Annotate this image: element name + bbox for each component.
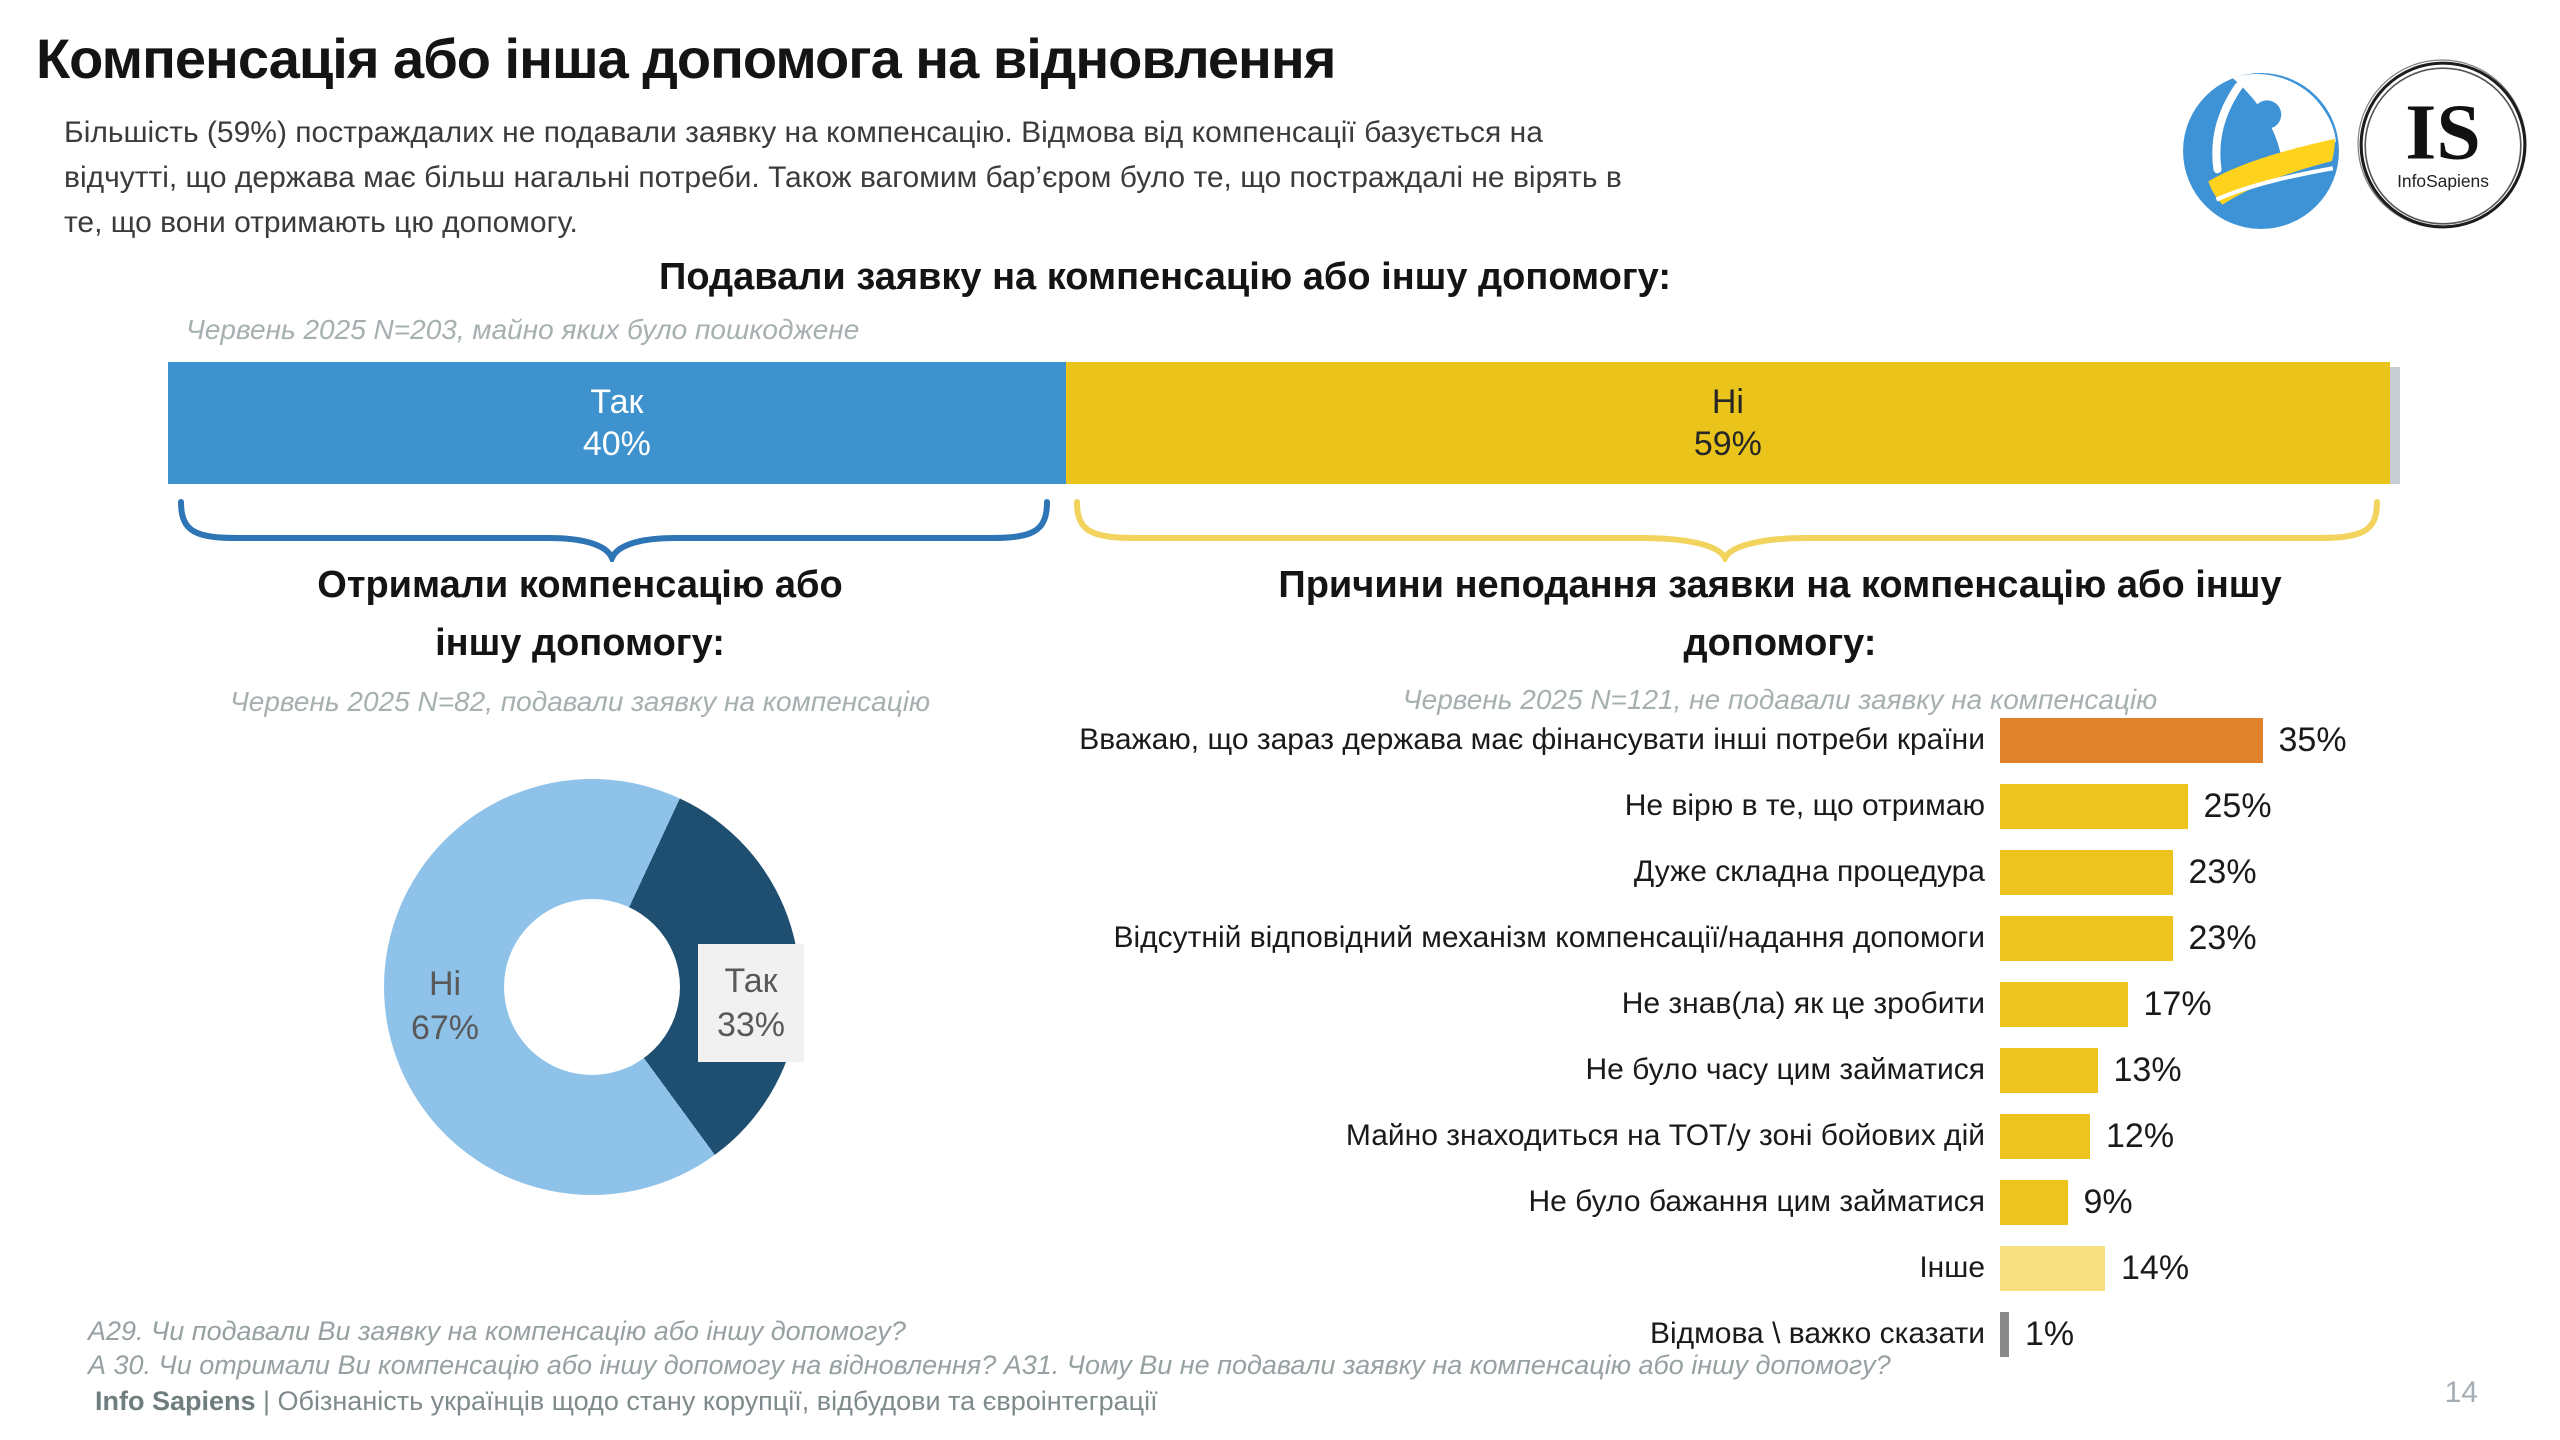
infosapiens-logo: IS InfoSapiens xyxy=(2357,59,2527,229)
segment-no-value: 59% xyxy=(1693,425,1762,463)
segment-no-label: Ні xyxy=(1711,383,1744,421)
reason-bar xyxy=(2000,849,2173,895)
reason-row: Майно знаходиться на ТОТ/у зоні бойових … xyxy=(1040,1103,2540,1169)
info-sapiens-globe-icon xyxy=(2183,73,2339,229)
stacked-bar: Так 40% Ні 59% xyxy=(168,362,2390,484)
reason-bar xyxy=(2000,1245,2105,1291)
reason-bar xyxy=(2000,1113,2090,1159)
intro-line-3: те, що вони отримають цю допомогу. xyxy=(64,206,578,239)
reason-bar xyxy=(2000,1311,2009,1357)
reason-row: Не було часу цим займатися 13% xyxy=(1040,1037,2540,1103)
page-title: Компенсація або інша допомога на відновл… xyxy=(36,27,1336,90)
donut-label-no: Ні 67% xyxy=(410,965,480,1047)
donut-hole xyxy=(504,899,680,1075)
reason-row: Не знав(ла) як це зробити 17% xyxy=(1040,971,2540,1037)
bar-edge-shadow xyxy=(2390,367,2400,484)
brand-suffix: | Обізнаність українців щодо стану коруп… xyxy=(255,1386,1158,1416)
reasons-chart-title: Причини неподання заявки на компенсацію … xyxy=(1278,564,2282,664)
blue-brace xyxy=(178,499,1050,562)
footer-question-1: А29. Чи подавали Ви заявку на компенсаці… xyxy=(88,1316,906,1346)
brand-name: Info Sapiens xyxy=(95,1386,256,1416)
yellow-brace xyxy=(1074,499,2380,562)
reason-row: Відмова \ важко сказати 1% xyxy=(1040,1301,2540,1367)
intro-line-2: відчутті, що держава має більш нагальні … xyxy=(64,161,1622,194)
donut-chart-title: Отримали компенсацію або іншу допомогу: xyxy=(317,564,843,664)
reasons-chart-note: Червень 2025 N=121, не подавали заявку н… xyxy=(1402,684,2158,715)
intro-line-1: Більшість (59%) постраждалих не подавали… xyxy=(64,116,1543,149)
reason-row: Інше 14% xyxy=(1040,1235,2540,1301)
segment-yes-label: Так xyxy=(590,383,644,421)
reason-row: Не було бажання цим займатися 9% xyxy=(1040,1169,2540,1235)
is-initials: IS xyxy=(2405,88,2480,176)
reason-row: Вважаю, що зараз держава має фінансувати… xyxy=(1040,707,2540,773)
footer-brand-line: Info Sapiens | Обізнаність українців щод… xyxy=(95,1386,1158,1417)
reason-row: Дуже складна процедура 23% xyxy=(1040,839,2540,905)
is-wordmark: InfoSapiens xyxy=(2397,171,2489,191)
reason-bar xyxy=(2000,717,2263,763)
footer-question-2: А 30. Чи отримали Ви компенсацію або інш… xyxy=(88,1350,1891,1380)
top-chart-title: Подавали заявку на компенсацію або іншу … xyxy=(659,256,1671,298)
reason-bar xyxy=(2000,783,2188,829)
intro-paragraph: Більшість (59%) постраждалих не подавали… xyxy=(64,110,2144,245)
stacked-segment-yes: Так 40% xyxy=(168,362,1066,484)
reasons-bar-chart: Вважаю, що зараз держава має фінансувати… xyxy=(1040,707,2540,1367)
donut-label-yes: Так 33% xyxy=(698,944,804,1062)
reason-bar xyxy=(2000,1047,2098,1093)
top-chart-note: Червень 2025 N=203, майно яких було пошк… xyxy=(186,314,860,345)
donut-chart-note: Червень 2025 N=82, подавали заявку на ко… xyxy=(229,686,931,717)
stacked-segment-no: Ні 59% xyxy=(1065,362,2390,484)
page-number: 14 xyxy=(2444,1376,2478,1409)
reason-bar xyxy=(2000,915,2173,961)
reason-row: Не вірю в те, що отримаю 25% xyxy=(1040,773,2540,839)
reason-bar xyxy=(2000,981,2128,1027)
reason-row: Відсутній відповідний механізм компенсац… xyxy=(1040,905,2540,971)
reason-bar xyxy=(2000,1179,2068,1225)
segment-yes-value: 40% xyxy=(582,425,651,463)
